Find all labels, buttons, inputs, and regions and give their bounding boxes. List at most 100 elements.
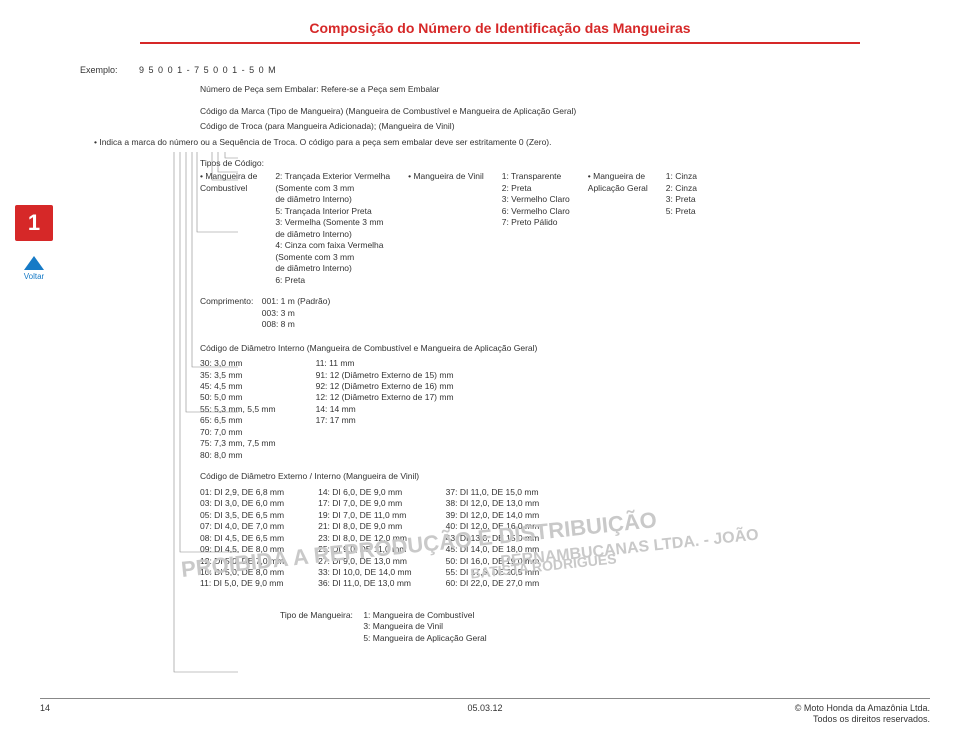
desc-line-2: Código da Marca (Tipo de Mangueira) (Man… [200,106,920,117]
comprimento-row: Comprimento: 001: 1 m (Padrão)003: 3 m00… [200,296,920,330]
list-item: 4: Cinza com faixa Vermelha [275,240,390,251]
list-item: 08: DI 4,5, DE 6,5 mm [200,533,284,544]
tipos-col-3-list: 1: Cinza2: Cinza3: Preta5: Preta [666,171,697,286]
list-item: 70: 7,0 mm [200,427,276,438]
content: Exemplo: 9 5 0 0 1 - 7 5 0 0 1 - 5 0 M N… [80,64,920,644]
list-item: de diâmetro Interno) [275,194,390,205]
diam-columns: 30: 3,0 mm35: 3,5 mm45: 4,5 mm50: 5,0 mm… [200,358,920,461]
title-underline [140,42,860,44]
list-item: 5: Mangueira de Aplicação Geral [363,633,486,644]
list-item: 12: DI 5,0, DE 7,0 mm [200,556,284,567]
comprimento-list: 001: 1 m (Padrão)003: 3 m008: 8 m [262,296,331,330]
list-item: 80: 8,0 mm [200,450,276,461]
list-item: 21: DI 8,0, DE 9,0 mm [318,521,412,532]
list-item: de diâmetro Interno) [275,229,390,240]
list-item: 50: 5,0 mm [200,392,276,403]
tipos-col-2-list: 1: Transparente2: Preta3: Vermelho Claro… [502,171,570,286]
list-item: 17: 17 mm [316,415,454,426]
list-item: 30: 3,0 mm [200,358,276,369]
list-item: 09: DI 4,5, DE 8,0 mm [200,544,284,555]
list-item: (Somente com 3 mm [275,183,390,194]
list-item: 01: DI 2,9, DE 6,8 mm [200,487,284,498]
list-item: 10: DI 5,0, DE 8,0 mm [200,567,284,578]
list-item: 25: DI 9,0, DE 11,0 mm [318,544,412,555]
list-item: 91: 12 (Diâmetro Externo de 15) mm [316,370,454,381]
tipos-col-1-list: 2: Trançada Exterior Vermelha(Somente co… [275,171,390,286]
list-item: 17: DI 7,0, DE 9,0 mm [318,498,412,509]
list-item: 35: 3,5 mm [200,370,276,381]
list-item: 2: Preta [502,183,570,194]
list-item: 008: 8 m [262,319,331,330]
list-item: 38: DI 12,0, DE 13,0 mm [446,498,540,509]
list-item: 40: DI 12,0, DE 16,0 mm [446,521,540,532]
list-item: 14: 14 mm [316,404,454,415]
list-item: 14: DI 6,0, DE 9,0 mm [318,487,412,498]
example-label: Exemplo: [80,65,118,75]
list-item: 3: Vermelha (Somente 3 mm [275,217,390,228]
list-item: 3: Mangueira de Vinil [363,621,486,632]
list-item: 7: Preto Pálido [502,217,570,228]
list-item: 1: Mangueira de Combustível [363,610,486,621]
list-item: 45: 4,5 mm [200,381,276,392]
list-item: 92: 12 (Diâmetro Externo de 16) mm [316,381,454,392]
list-item: 6: Preta [275,275,390,286]
tipos-col-1: • Mangueira deCombustível [200,171,257,286]
page: Composição do Número de Identificação da… [0,0,960,740]
vinil-header: Código de Diâmetro Externo / Interno (Ma… [200,471,920,482]
list-item: 003: 3 m [262,308,331,319]
list-item: 5: Preta [666,206,697,217]
list-item: 37: DI 11,0, DE 15,0 mm [446,487,540,498]
list-item: 05: DI 3,5, DE 6,5 mm [200,510,284,521]
list-item: 3: Vermelho Claro [502,194,570,205]
desc-line-3: Código de Troca (para Mangueira Adiciona… [200,121,920,132]
list-item: 45: DI 14,0, DE 18,0 mm [446,544,540,555]
copyright-line-2: Todos os direitos reservados. [795,714,930,726]
tipos-col-2h: • Mangueira de Vinil [408,171,484,286]
list-item: 55: DI 17,5, DE 20,5 mm [446,567,540,578]
list-item: 65: 6,5 mm [200,415,276,426]
footer-copyright: © Moto Honda da Amazônia Ltda. Todos os … [795,703,930,726]
col1-header: • Mangueira deCombustível [200,171,257,194]
list-item: 27: DI 9,0, DE 13,0 mm [318,556,412,567]
comprimento-label: Comprimento: [200,296,253,306]
list-item: 5: Trançada Interior Preta [275,206,390,217]
col3-header: • Mangueira deAplicação Geral [588,171,648,194]
col2-header: • Mangueira de Vinil [408,171,484,182]
list-item: 3: Preta [666,194,697,205]
copyright-line-1: © Moto Honda da Amazônia Ltda. [795,703,930,715]
list-item: 23: DI 8,0, DE 12,0 mm [318,533,412,544]
list-item: 12: 12 (Diâmetro Externo de 17) mm [316,392,454,403]
list-item: 39: DI 12,0, DE 14,0 mm [446,510,540,521]
vinil-columns: 01: DI 2,9, DE 6,8 mm03: DI 3,0, DE 6,0 … [200,487,920,590]
tipo-list: 1: Mangueira de Combustível3: Mangueira … [363,610,486,644]
page-title: Composição do Número de Identificação da… [80,20,920,36]
footer-date: 05.03.12 [467,703,502,713]
example-line: Exemplo: 9 5 0 0 1 - 7 5 0 0 1 - 5 0 M [80,64,920,76]
list-item: 55: 5,3 mm, 5,5 mm [200,404,276,415]
list-item: 03: DI 3,0, DE 6,0 mm [200,498,284,509]
list-item: 50: DI 16,0, DE 19,0 mm [446,556,540,567]
desc-line-1: Número de Peça sem Embalar: Refere-se a … [200,84,920,95]
desc-line-4: • Indica a marca do número ou a Sequênci… [94,137,920,148]
tipo-label: Tipo de Mangueira: [280,610,353,620]
tipos-col-3h: • Mangueira deAplicação Geral [588,171,648,286]
list-item: 19: DI 7,0, DE 11,0 mm [318,510,412,521]
list-item: 1: Cinza [666,171,697,182]
tipos-header: Tipos de Código: [200,158,920,169]
diam-header: Código de Diâmetro Interno (Mangueira de… [200,343,920,354]
tipo-row: Tipo de Mangueira: 1: Mangueira de Combu… [280,610,920,644]
list-item: 11: 11 mm [316,358,454,369]
list-item: 33: DI 10,0, DE 14,0 mm [318,567,412,578]
list-item: 2: Trançada Exterior Vermelha [275,171,390,182]
page-number: 14 [40,703,50,713]
list-item: 60: DI 22,0, DE 27,0 mm [446,578,540,589]
list-item: 6: Vermelho Claro [502,206,570,217]
list-item: 11: DI 5,0, DE 9,0 mm [200,578,284,589]
diam-col-1: 30: 3,0 mm35: 3,5 mm45: 4,5 mm50: 5,0 mm… [200,358,276,461]
list-item: 75: 7,3 mm, 7,5 mm [200,438,276,449]
list-item: 36: DI 11,0, DE 13,0 mm [318,578,412,589]
footer: 14 05.03.12 © Moto Honda da Amazônia Ltd… [40,698,930,726]
list-item: 001: 1 m (Padrão) [262,296,331,307]
vinil-col-2: 14: DI 6,0, DE 9,0 mm17: DI 7,0, DE 9,0 … [318,487,412,590]
list-item: (Somente com 3 mm [275,252,390,263]
